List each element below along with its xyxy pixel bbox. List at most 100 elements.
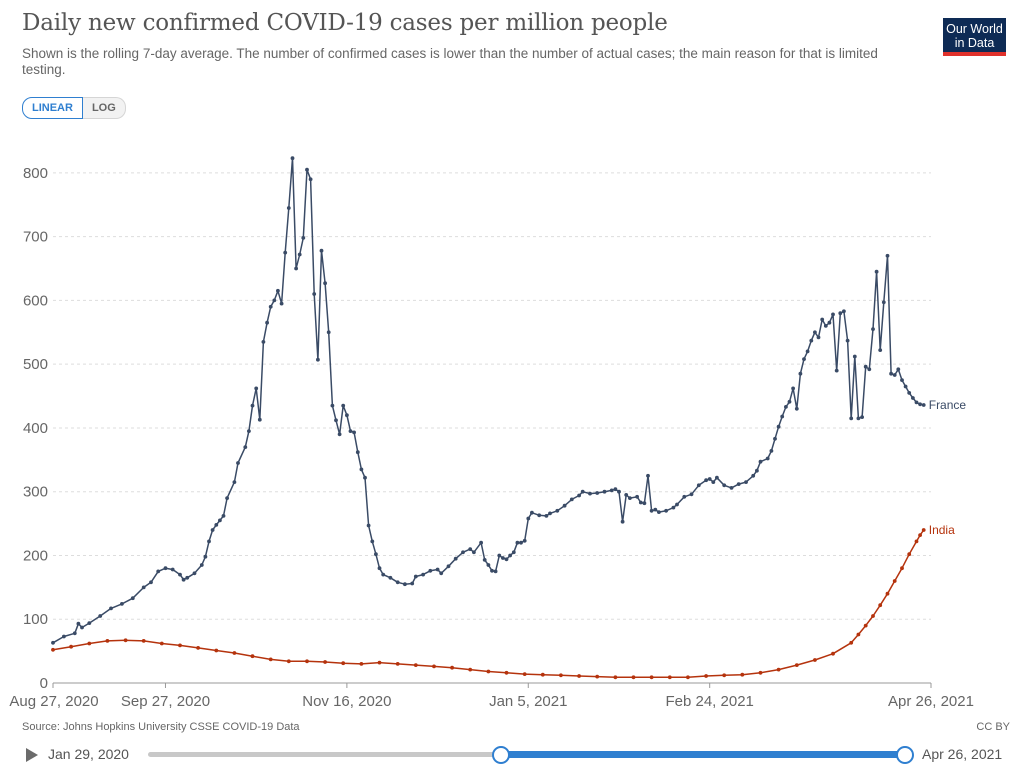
- france-point: [617, 489, 621, 494]
- france-point: [305, 167, 309, 172]
- france-point: [849, 416, 854, 421]
- source-note[interactable]: Source: Johns Hopkins University CSSE CO…: [22, 721, 300, 733]
- india-point: [377, 660, 382, 665]
- france-point: [878, 348, 883, 352]
- scale-toggle: LINEAR LOG: [22, 97, 126, 119]
- india-point: [232, 651, 237, 655]
- y-tick-label: 100: [23, 611, 48, 628]
- x-tick-label: Aug 27, 2020: [9, 693, 98, 710]
- india-point: [522, 672, 527, 676]
- y-tick-label: 200: [23, 547, 48, 564]
- y-tick-label: 700: [23, 229, 48, 246]
- india-point: [740, 672, 745, 677]
- india-series-label: India: [929, 523, 955, 537]
- timeline-end-handle[interactable]: [896, 746, 914, 764]
- france-point: [907, 391, 912, 395]
- france-point: [638, 500, 643, 505]
- france-point: [751, 473, 756, 478]
- india-point: [159, 641, 164, 646]
- timeline-end-label: Apr 26, 2021: [922, 746, 1003, 762]
- france-point: [653, 507, 658, 512]
- log-scale-button[interactable]: LOG: [82, 97, 126, 119]
- france-point: [635, 494, 639, 499]
- france-point: [297, 252, 302, 257]
- timeline-start-handle[interactable]: [492, 746, 510, 764]
- france-point: [308, 177, 313, 182]
- y-tick-label: 500: [23, 356, 48, 373]
- timeline-selected-range[interactable]: [500, 751, 905, 758]
- india-point: [51, 647, 55, 652]
- france-point: [294, 266, 298, 271]
- france-point: [845, 338, 850, 343]
- france-point: [199, 563, 204, 567]
- france-point: [225, 496, 230, 500]
- india-point: [892, 579, 897, 583]
- france-point: [588, 491, 592, 496]
- france-point: [352, 430, 356, 435]
- india-point: [856, 632, 861, 637]
- india-point: [631, 675, 636, 680]
- france-point: [856, 416, 861, 421]
- france-point: [860, 415, 864, 419]
- france-point: [435, 567, 440, 572]
- france-point: [776, 424, 781, 429]
- india-point: [341, 661, 346, 666]
- india-point: [907, 552, 912, 557]
- france-point: [163, 566, 168, 571]
- india-point: [900, 566, 904, 571]
- france-point: [892, 373, 897, 377]
- india-point: [613, 675, 618, 680]
- india-point: [914, 539, 919, 544]
- france-point: [577, 493, 581, 498]
- france-point: [345, 413, 349, 418]
- india-point: [649, 675, 654, 680]
- india-point: [758, 670, 763, 675]
- india-point: [878, 603, 883, 608]
- france-point: [250, 403, 255, 408]
- france-point: [370, 539, 375, 544]
- india-point: [268, 657, 273, 662]
- france-point: [921, 403, 926, 407]
- france-point: [602, 489, 607, 494]
- france-point: [838, 311, 843, 316]
- france-point: [787, 399, 792, 404]
- license-label[interactable]: CC BY: [976, 721, 1010, 733]
- france-point: [896, 367, 901, 372]
- france-point: [903, 384, 908, 389]
- france-point: [203, 554, 208, 559]
- france-point: [181, 577, 186, 582]
- france-point: [348, 429, 353, 433]
- france-point: [446, 564, 451, 569]
- chart-title: Daily new confirmed COVID-19 cases per m…: [22, 10, 668, 36]
- india-point: [540, 672, 545, 677]
- x-tick-label: Sep 27, 2020: [121, 693, 210, 710]
- france-point: [744, 480, 748, 484]
- india-point: [776, 667, 781, 672]
- france-point: [170, 567, 175, 572]
- france-point: [479, 540, 483, 545]
- france-point: [911, 396, 915, 400]
- linear-scale-button[interactable]: LINEAR: [22, 97, 83, 119]
- our-world-in-data-logo[interactable]: Our World in Data: [943, 18, 1006, 56]
- india-point: [87, 641, 92, 646]
- france-point: [867, 367, 872, 372]
- france-point: [831, 312, 835, 317]
- x-tick-label: Apr 26, 2021: [888, 693, 974, 710]
- y-tick-label: 600: [23, 292, 48, 309]
- india-point: [196, 646, 201, 650]
- india-point: [432, 664, 436, 669]
- logo-line-1: Our World: [946, 22, 1003, 36]
- india-point: [468, 667, 473, 672]
- france-point: [156, 569, 161, 574]
- india-point: [450, 665, 454, 670]
- france-point: [141, 585, 146, 590]
- play-icon[interactable]: [26, 748, 38, 762]
- france-point: [689, 492, 694, 497]
- france-point: [337, 432, 342, 437]
- france-point: [214, 523, 219, 527]
- india-point: [918, 533, 922, 537]
- france-point: [257, 417, 262, 422]
- india-point: [849, 640, 854, 645]
- france-point: [820, 317, 825, 322]
- france-point: [580, 489, 585, 494]
